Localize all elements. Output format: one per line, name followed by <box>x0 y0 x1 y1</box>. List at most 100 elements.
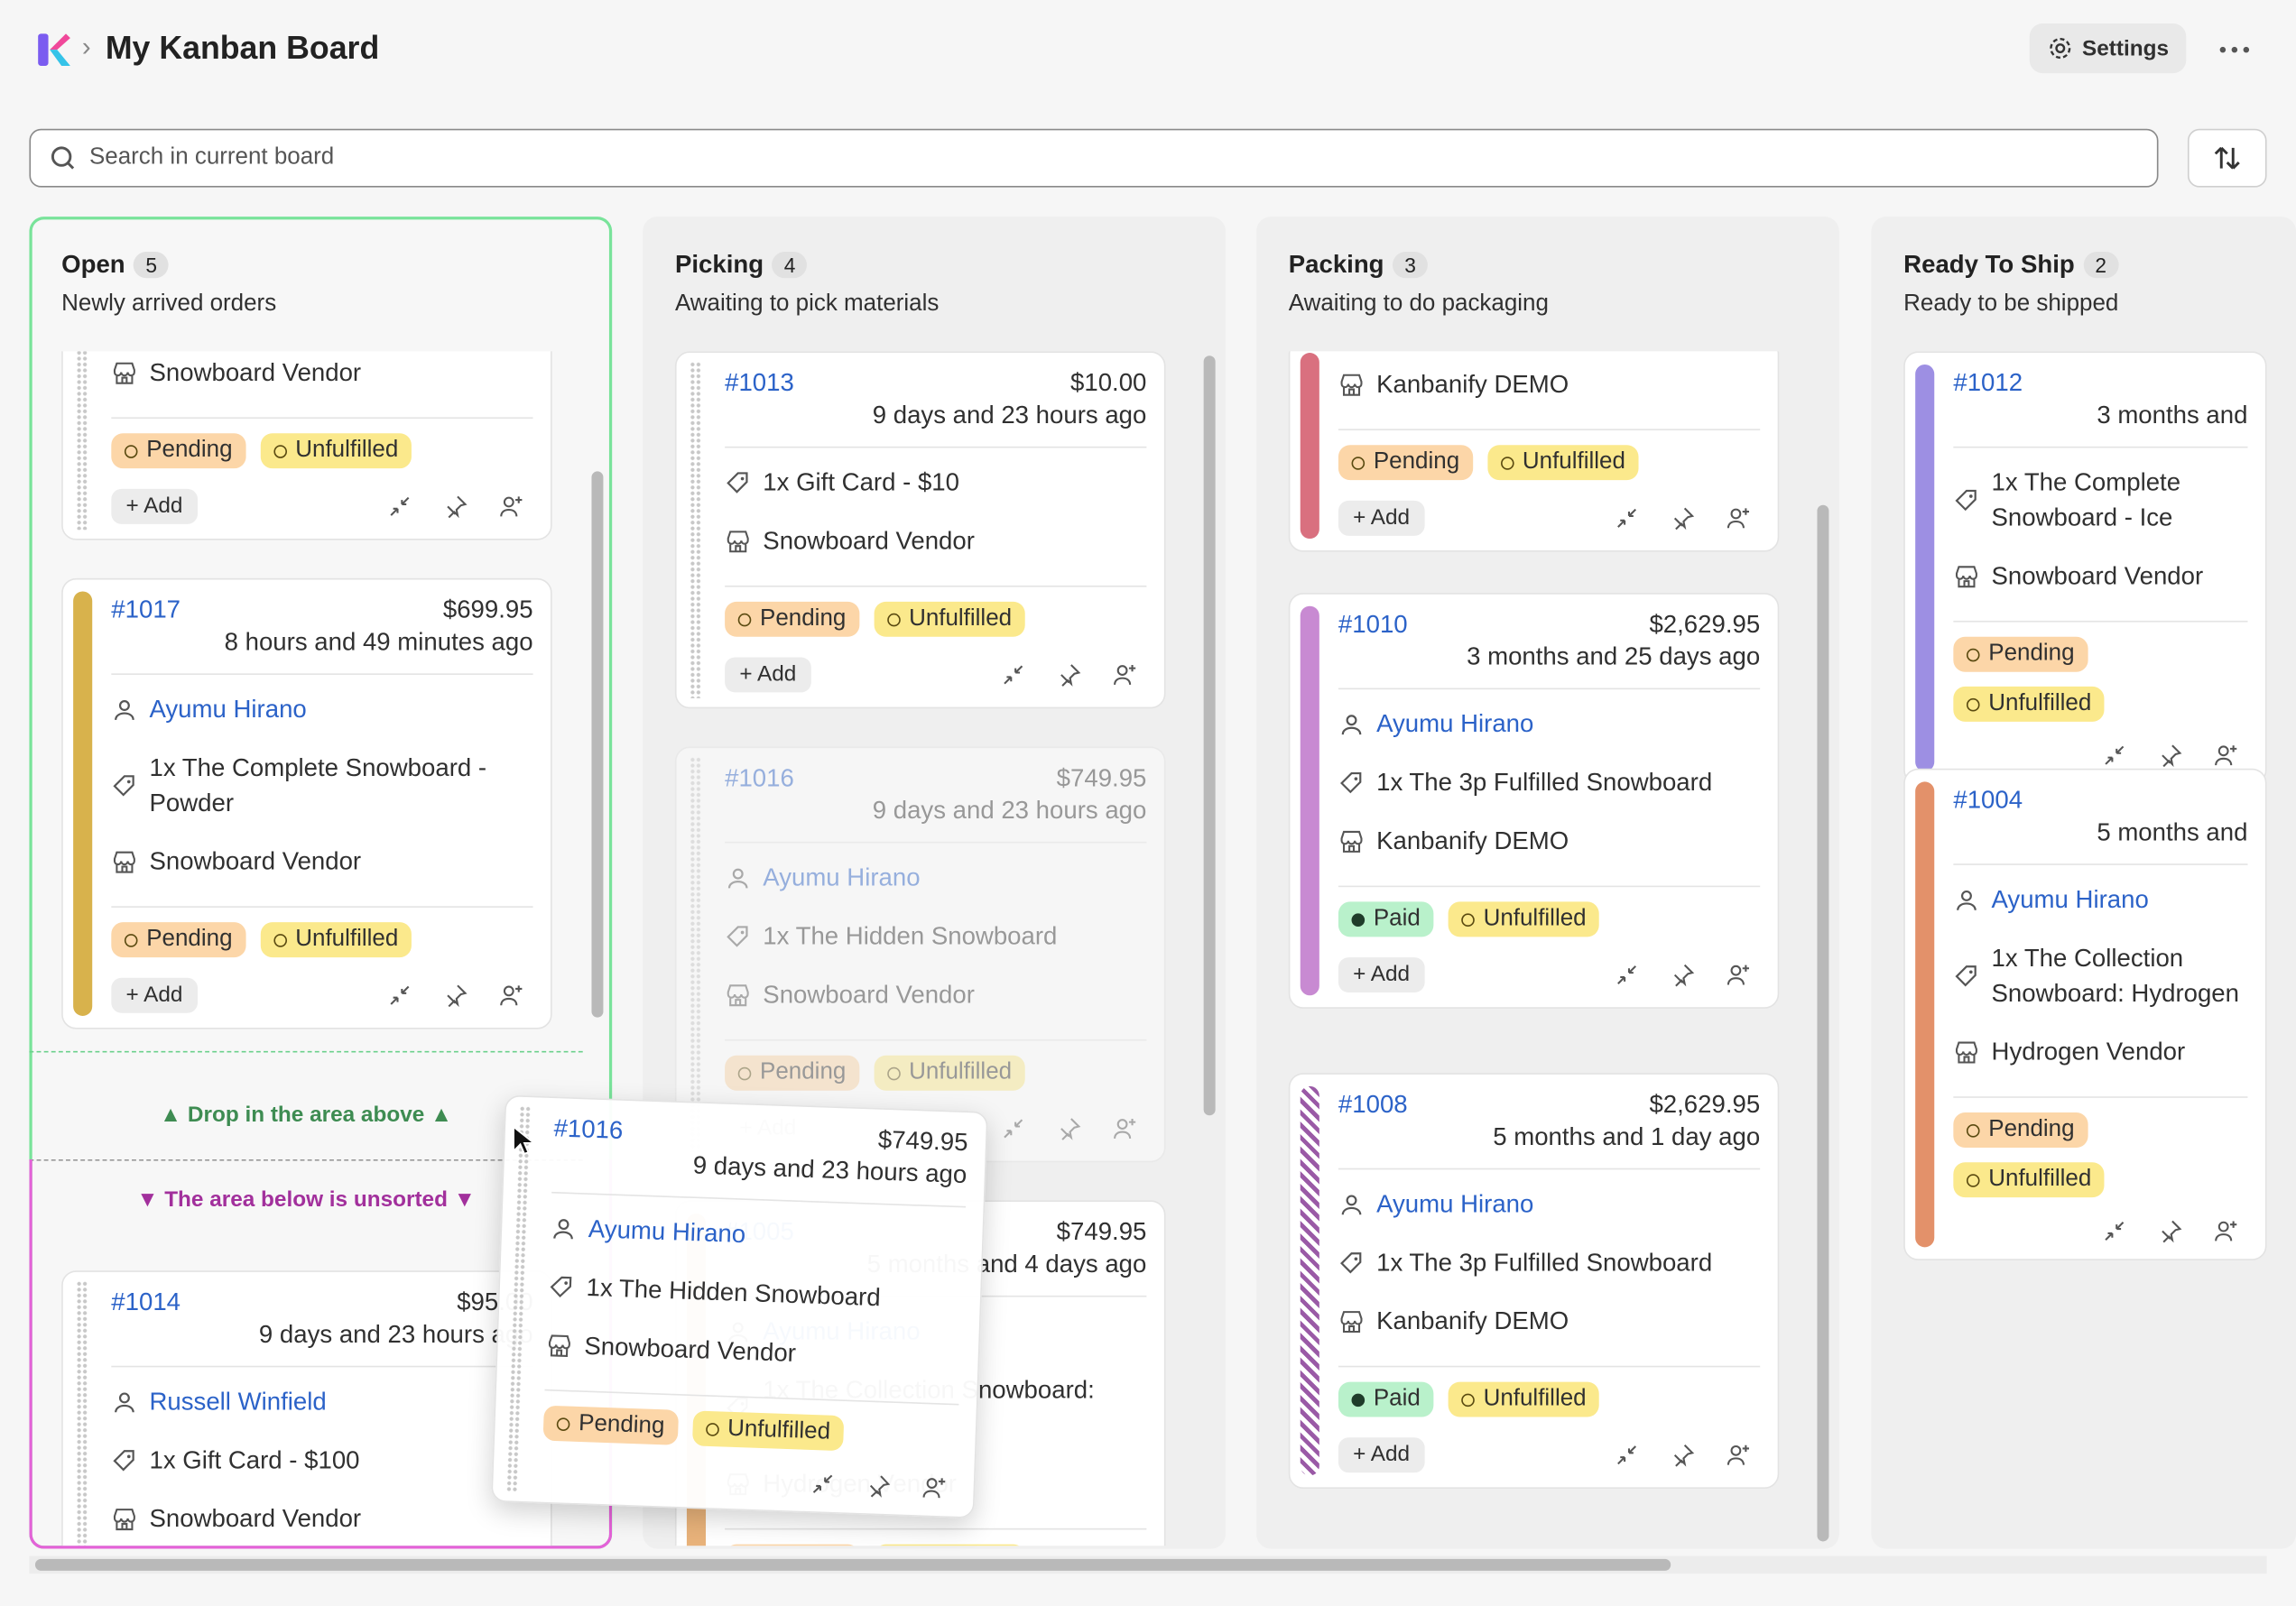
order-price: $699.95 <box>442 595 533 624</box>
order-id[interactable]: #1014 <box>111 1288 181 1316</box>
merge-icon <box>1617 1445 1637 1465</box>
drag-handle <box>505 1105 532 1493</box>
order-id[interactable]: #1017 <box>111 595 181 624</box>
order-id[interactable]: #1010 <box>1338 610 1408 639</box>
vendor-name: Snowboard Vendor <box>149 1504 362 1533</box>
more-button[interactable] <box>2218 44 2251 56</box>
status-label: Unfulfilled <box>1988 1167 2092 1192</box>
v-scrollbar[interactable] <box>1817 504 1829 1542</box>
status-dot <box>1966 1123 1980 1137</box>
column-description: Awaiting to pick materials <box>674 291 940 317</box>
vendor-name: Snowboard Vendor <box>149 847 362 876</box>
status-dot <box>737 1066 752 1080</box>
add-button[interactable]: + Add <box>111 977 198 1013</box>
divider <box>1953 446 2248 448</box>
h-scrollbar[interactable] <box>34 1558 1671 1571</box>
pin-icon <box>2162 744 2182 768</box>
line-item: 1x The Complete Snowboard - Ice <box>1991 468 2181 531</box>
order-time: 3 months and 25 days ago <box>1467 642 1761 671</box>
order-card: Kanbanify DEMO Pending Unfulfilled + Add <box>1288 351 1780 552</box>
v-scrollbar[interactable] <box>591 471 604 1018</box>
order-id[interactable]: #1013 <box>725 368 794 397</box>
customer-name[interactable]: Ayumu Hirano <box>588 1214 746 1249</box>
status-label: Pending <box>1988 1116 2075 1142</box>
line-item: 1x The Collection Snowboard: Hydrogen <box>1991 944 2240 1008</box>
pin-icon <box>2162 1220 2182 1243</box>
vendor-name-row: Snowboard Vendor <box>725 512 1146 571</box>
status-label: Unfulfilled <box>295 438 399 463</box>
pin-icon <box>1673 964 1695 987</box>
order-id[interactable]: #1004 <box>1953 786 2023 815</box>
status-dot <box>1351 912 1366 927</box>
status-tags: Paid Unfulfilled <box>1338 893 1760 946</box>
order-card: #1017 $699.95 8 hours and 49 minutes ago Ay… <box>61 577 552 1029</box>
merge-icon <box>1617 965 1637 985</box>
customer-name[interactable]: Ayumu Hirano <box>149 695 307 724</box>
status-tag: Pending <box>111 922 246 958</box>
status-tags: Pending Unfulfilled <box>725 593 1146 645</box>
customer-name[interactable]: Ayumu Hirano <box>1991 885 2149 914</box>
customer-name[interactable]: Ayumu Hirano <box>763 863 921 892</box>
assign-icon <box>1114 1118 1136 1139</box>
sort-button[interactable] <box>2187 128 2267 188</box>
add-button[interactable]: + Add <box>1338 1437 1425 1473</box>
customer-name-row: Russell Winfield <box>111 1373 532 1432</box>
order-id[interactable]: #1012 <box>1953 368 2023 397</box>
order-id[interactable]: #1016 <box>725 763 794 792</box>
store-icon <box>113 851 135 873</box>
settings-button[interactable]: Settings <box>2029 23 2187 74</box>
status-dot <box>886 1066 901 1080</box>
status-tag: Unfulfilled <box>260 922 412 958</box>
tag-icon <box>1955 965 1977 987</box>
board-title: My Kanban Board <box>105 29 380 67</box>
column-header: Ready To Ship 2 Ready to be shipped <box>1903 250 2118 318</box>
v-scrollbar[interactable] <box>1203 355 1216 1116</box>
line-item-row: 1x Gift Card - $10 <box>725 454 1146 512</box>
person-icon <box>553 1219 573 1240</box>
store-icon <box>1340 830 1363 853</box>
vendor-name: Hydrogen Vendor <box>1991 1038 2186 1066</box>
add-button[interactable]: + Add <box>1338 957 1425 993</box>
add-button[interactable]: + Add <box>1338 500 1425 536</box>
order-card: #1013 $10.00 9 days and 23 hours ago 1x Gif… <box>674 351 1166 709</box>
vendor-name-row: Snowboard Vendor <box>725 966 1146 1025</box>
divider <box>1953 863 2248 865</box>
card-list: Kanbanify DEMO Pending Unfulfilled + Add #10… <box>1256 351 1839 1546</box>
tag-icon <box>1340 1252 1362 1274</box>
status-label: Pending <box>146 438 233 463</box>
status-label: Pending <box>760 605 847 632</box>
color-bar <box>1915 781 1935 1248</box>
search-icon <box>51 146 75 170</box>
person-icon <box>115 1392 134 1413</box>
order-id[interactable]: #1016 <box>553 1113 624 1145</box>
order-price: $749.95 <box>1056 763 1147 792</box>
customer-name[interactable]: Ayumu Hirano <box>1376 709 1534 738</box>
column-name: Packing 3 <box>1289 250 1549 279</box>
assign-icon <box>2215 1221 2237 1241</box>
add-button[interactable]: + Add <box>111 488 198 524</box>
card-actions <box>542 1449 957 1501</box>
status-dot <box>273 444 287 458</box>
vendor-name-row: Snowboard Vendor <box>111 833 532 891</box>
status-tag: Unfulfilled <box>691 1410 845 1452</box>
customer-name[interactable]: Russell Winfield <box>149 1388 327 1416</box>
status-tag: Unfulfilled <box>874 1055 1025 1091</box>
store-icon <box>113 1509 135 1531</box>
customer-name[interactable]: Ayumu Hirano <box>1376 1190 1534 1218</box>
status-dot <box>737 612 752 626</box>
order-id[interactable]: #1008 <box>1338 1090 1408 1119</box>
search-input[interactable]: Search in current board <box>29 128 2159 188</box>
assign-icon <box>1727 508 1750 529</box>
order-time: 9 days and 23 hours ago <box>258 1320 533 1349</box>
column-header: Open 5 Newly arrived orders <box>61 250 276 318</box>
status-label: Pending <box>146 927 233 952</box>
status-tag: Unfulfilled <box>1448 901 1600 937</box>
column-count: 3 <box>1393 252 1428 279</box>
customer-name-row: Ayumu Hirano <box>550 1199 966 1272</box>
card-header: #1010 $2,629.95 <box>1338 609 1760 641</box>
status-dot <box>705 1422 719 1436</box>
unsorted-line <box>29 1158 583 1161</box>
add-button[interactable]: + Add <box>725 657 811 693</box>
color-bar <box>1300 1085 1319 1476</box>
divider <box>1338 429 1761 431</box>
